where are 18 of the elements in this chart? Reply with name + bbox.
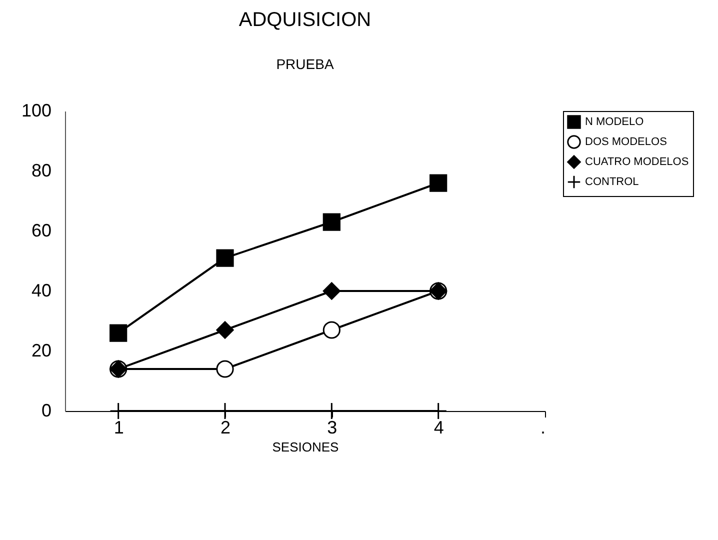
x-axis-title: SESIONES <box>272 440 340 454</box>
legend-label: CONTROL <box>585 176 639 188</box>
chart-title: ADQUISICION <box>238 9 372 31</box>
y-tick-label: 20 <box>31 340 52 360</box>
legend-label: DOS MODELOS <box>585 136 667 148</box>
y-tick-label: 40 <box>31 280 52 300</box>
y-tick-label: 80 <box>31 160 52 180</box>
legend-label: N MODELO <box>585 116 644 128</box>
x-tick-label: . <box>540 418 546 438</box>
y-tick-label: 60 <box>31 220 52 240</box>
x-tick-label: 2 <box>220 418 231 438</box>
x-tick-label: 4 <box>434 418 444 438</box>
x-tick-label: 1 <box>114 418 124 438</box>
legend-label: CUATRO MODELOS <box>585 156 689 168</box>
y-tick-label: 0 <box>41 400 52 420</box>
chart-subtitle: PRUEBA <box>276 56 334 72</box>
x-tick-label: 3 <box>327 418 338 438</box>
y-tick-label: 100 <box>21 100 52 120</box>
